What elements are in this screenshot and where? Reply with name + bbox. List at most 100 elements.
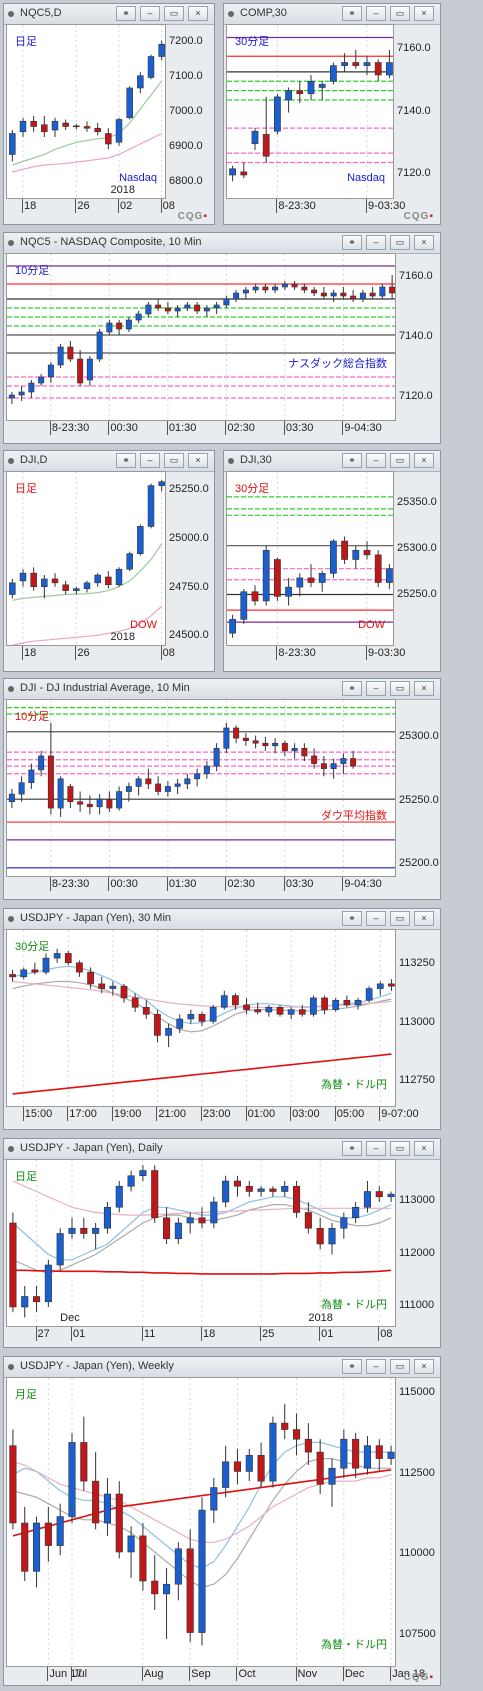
close-icon[interactable]: × <box>414 235 434 250</box>
link-icon[interactable]: ⚭ <box>342 1359 362 1374</box>
moving-average-line <box>12 1269 392 1275</box>
window-menu-icon[interactable] <box>228 11 234 17</box>
window-titlebar[interactable]: COMP,30 ⚭ – ▭ × <box>224 4 440 25</box>
minimize-icon[interactable]: – <box>366 6 386 21</box>
restore-icon[interactable]: ▭ <box>164 6 184 21</box>
minimize-icon[interactable]: – <box>366 1141 386 1156</box>
link-icon[interactable]: ⚭ <box>342 6 362 21</box>
window-menu-icon[interactable] <box>8 686 14 692</box>
candle <box>184 302 191 311</box>
minimize-icon[interactable]: – <box>366 911 386 926</box>
chart-window-w7[interactable]: USDJPY - Japan (Yen), 30 Min ⚭ – ▭ × 30分足 為替・ド… <box>3 908 441 1130</box>
chart-window-w3[interactable]: NQC5 - NASDAQ Composite, 10 Min ⚭ – ▭ × 10分足ナ… <box>3 232 441 444</box>
chart-window-w4[interactable]: DJI,D ⚭ – ▭ × 日足 DOW 2018 25250.0 25000.0 24750.0 2… <box>3 450 215 672</box>
chart-window-w1[interactable]: NQC5,D ⚭ – ▭ × 日足 Nasdaq 2018 7200.0 7100.0 7000.0… <box>3 3 215 225</box>
minimize-icon[interactable]: – <box>140 6 160 21</box>
link-icon[interactable]: ⚭ <box>116 453 136 468</box>
restore-icon[interactable]: ▭ <box>390 911 410 926</box>
x-tick-mark <box>390 1667 392 1681</box>
candle <box>318 570 326 592</box>
candle <box>62 580 69 595</box>
window-menu-icon[interactable] <box>8 240 14 246</box>
close-icon[interactable]: × <box>188 453 208 468</box>
chart-window-w5[interactable]: DJI,30 ⚭ – ▭ × 30分足 DOW 25350.0 25300.0 25250.0 8-… <box>223 450 441 672</box>
minimize-icon[interactable]: – <box>366 453 386 468</box>
restore-icon[interactable]: ▭ <box>390 6 410 21</box>
x-tick-mark <box>156 1107 158 1121</box>
y-tick-label: 6800.0 <box>169 174 203 187</box>
candle <box>365 986 373 1003</box>
y-tick-label: 25250.0 <box>169 483 209 496</box>
candle <box>251 128 259 150</box>
window-titlebar[interactable]: DJI - DJ Industrial Average, 10 Min ⚭ – ▭ × <box>4 679 440 700</box>
window-menu-icon[interactable] <box>8 1364 14 1370</box>
window-menu-icon[interactable] <box>228 458 234 464</box>
window-menu-icon[interactable] <box>8 916 14 922</box>
window-menu-icon[interactable] <box>8 458 14 464</box>
x-tick-label: 21:00 <box>158 1108 186 1120</box>
candle <box>106 791 113 812</box>
window-titlebar[interactable]: DJI,D ⚭ – ▭ × <box>4 451 214 472</box>
minimize-icon[interactable]: – <box>366 235 386 250</box>
x-tick-mark <box>108 421 110 435</box>
link-icon[interactable]: ⚭ <box>342 1141 362 1156</box>
candle <box>8 789 15 809</box>
candle <box>307 75 315 100</box>
link-icon[interactable]: ⚭ <box>342 453 362 468</box>
window-menu-icon[interactable] <box>8 1146 14 1152</box>
candle <box>194 768 201 787</box>
y-axis: 25350.0 25300.0 25250.0 <box>394 471 442 646</box>
restore-icon[interactable]: ▭ <box>164 453 184 468</box>
candle <box>165 1023 172 1048</box>
candle <box>291 743 298 759</box>
close-icon[interactable]: × <box>414 1359 434 1374</box>
chart-window-w8[interactable]: USDJPY - Japan (Yen), Daily ⚭ – ▭ × 日足 為替・ドル円 D… <box>3 1138 441 1348</box>
plot-area: 月足 為替・ドル円 <box>6 1377 396 1667</box>
restore-icon[interactable]: ▭ <box>390 235 410 250</box>
x-tick-label: Jun 17 <box>49 1668 83 1680</box>
candle <box>103 1202 112 1234</box>
minimize-icon[interactable]: – <box>140 453 160 468</box>
restore-icon[interactable]: ▭ <box>390 681 410 696</box>
candle <box>18 386 25 401</box>
moving-average-line <box>12 1053 392 1095</box>
candle <box>240 162 248 179</box>
y-axis: 7160.0 7140.0 7120.0 <box>394 24 442 199</box>
window-titlebar[interactable]: USDJPY - Japan (Yen), 30 Min ⚭ – ▭ × <box>4 909 440 930</box>
chart-window-w6[interactable]: DJI - DJ Industrial Average, 10 Min ⚭ – ▭ × 1… <box>3 678 441 900</box>
chart-window-w2[interactable]: COMP,30 ⚭ – ▭ × 30分足 Nasdaq 7160.0 7140.0 7120.0 8… <box>223 3 441 225</box>
window-titlebar[interactable]: NQC5,D ⚭ – ▭ × <box>4 4 214 25</box>
window-titlebar[interactable]: USDJPY - Japan (Yen), Daily ⚭ – ▭ × <box>4 1139 440 1160</box>
candle <box>223 722 230 754</box>
window-titlebar[interactable]: USDJPY - Japan (Yen), Weekly ⚭ – ▭ × <box>4 1357 440 1378</box>
window-titlebar[interactable]: DJI,30 ⚭ – ▭ × <box>224 451 440 472</box>
candle <box>126 86 133 120</box>
chart-window-w9[interactable]: USDJPY - Japan (Yen), Weekly ⚭ – ▭ × 月足 為替・ドル円… <box>3 1356 441 1686</box>
link-icon[interactable]: ⚭ <box>342 911 362 926</box>
restore-icon[interactable]: ▭ <box>390 1141 410 1156</box>
link-icon[interactable]: ⚭ <box>342 681 362 696</box>
window-titlebar[interactable]: NQC5 - NASDAQ Composite, 10 Min ⚭ – ▭ × <box>4 233 440 254</box>
candle <box>350 750 357 769</box>
candle <box>307 564 315 588</box>
candle <box>151 1165 159 1223</box>
link-icon[interactable]: ⚭ <box>342 235 362 250</box>
close-icon[interactable]: × <box>414 681 434 696</box>
restore-icon[interactable]: ▭ <box>390 453 410 468</box>
candle <box>94 573 101 587</box>
close-icon[interactable]: × <box>414 911 434 926</box>
moving-average-line <box>12 1469 392 1537</box>
link-icon[interactable]: ⚭ <box>116 6 136 21</box>
close-icon[interactable]: × <box>414 1141 434 1156</box>
x-tick-label: 8-23:30 <box>51 878 90 890</box>
close-icon[interactable]: × <box>414 6 434 21</box>
close-icon[interactable]: × <box>188 6 208 21</box>
candle <box>155 299 162 311</box>
restore-icon[interactable]: ▭ <box>390 1359 410 1374</box>
candle <box>57 776 64 817</box>
close-icon[interactable]: × <box>414 453 434 468</box>
candle <box>240 588 248 624</box>
minimize-icon[interactable]: – <box>366 1359 386 1374</box>
window-menu-icon[interactable] <box>8 11 14 17</box>
minimize-icon[interactable]: – <box>366 681 386 696</box>
